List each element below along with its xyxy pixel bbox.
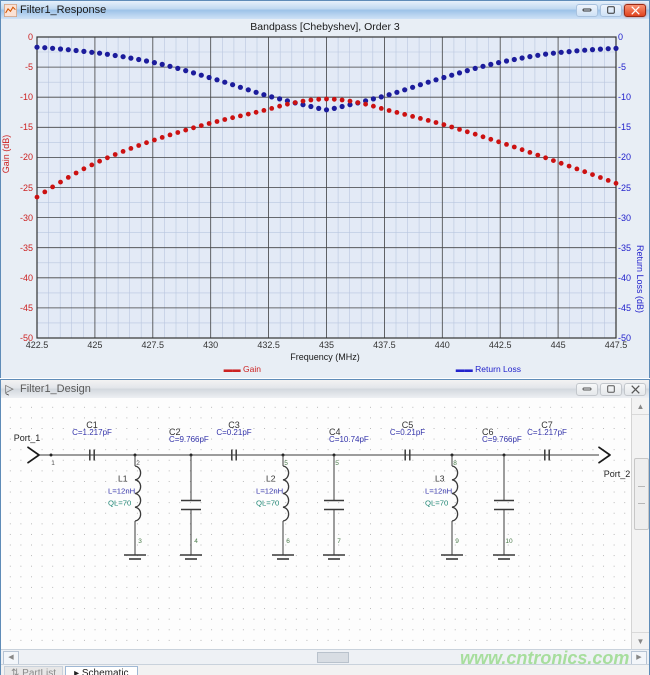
svg-text:L1: L1 [118, 474, 128, 484]
svg-text:QL=70: QL=70 [256, 499, 279, 508]
svg-text:C=9.766pF: C=9.766pF [169, 435, 209, 444]
svg-text:C=9.766pF: C=9.766pF [482, 435, 522, 444]
svg-text:3: 3 [138, 538, 142, 545]
svg-text:Port_1: Port_1 [14, 433, 41, 443]
svg-text:C=1.217pF: C=1.217pF [72, 428, 112, 437]
svg-text:L=12nH: L=12nH [108, 487, 135, 496]
svg-text:L=12nH: L=12nH [425, 487, 452, 496]
svg-text:5: 5 [335, 460, 339, 467]
svg-text:9: 9 [455, 538, 459, 545]
svg-text:L=12nH: L=12nH [256, 487, 283, 496]
svg-text:Port_2: Port_2 [604, 469, 631, 479]
svg-text:6: 6 [286, 538, 290, 545]
svg-text:7: 7 [337, 538, 341, 545]
svg-text:C=0.21pF: C=0.21pF [390, 428, 425, 437]
svg-text:10: 10 [505, 538, 513, 545]
svg-text:QL=70: QL=70 [108, 499, 131, 508]
svg-text:C=1.217pF: C=1.217pF [527, 428, 567, 437]
svg-text:L2: L2 [266, 474, 276, 484]
svg-text:QL=70: QL=70 [425, 499, 448, 508]
svg-text:C=0.21pF: C=0.21pF [216, 428, 251, 437]
svg-text:4: 4 [194, 538, 198, 545]
svg-text:L3: L3 [435, 474, 445, 484]
svg-text:C=10.74pF: C=10.74pF [329, 435, 369, 444]
svg-text:1: 1 [51, 460, 55, 467]
